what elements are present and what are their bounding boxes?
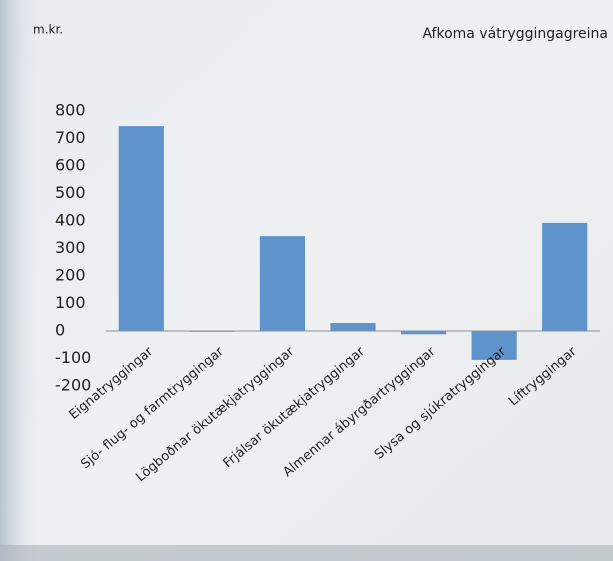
bar <box>400 331 447 335</box>
background-edge <box>0 0 40 561</box>
bar <box>471 331 517 360</box>
y-tick-label: 600 <box>55 156 86 175</box>
y-tick-label: -100 <box>55 348 91 367</box>
y-tick-label: 500 <box>55 183 86 202</box>
y-tick-label: 200 <box>55 266 86 285</box>
y-tick-label: 300 <box>55 238 86 257</box>
bar <box>542 222 588 331</box>
unit-label: m.kr. <box>33 23 63 37</box>
bar <box>259 236 306 331</box>
bar <box>118 126 164 331</box>
y-tick-label: 800 <box>55 101 86 120</box>
y-tick-label: -200 <box>55 376 91 395</box>
y-tick-label: 0 <box>55 321 65 340</box>
bar <box>330 323 376 331</box>
y-tick-label: 400 <box>55 211 86 230</box>
y-tick-label: 700 <box>55 128 86 147</box>
y-tick-label: 100 <box>55 293 86 312</box>
background-bottom <box>0 545 613 561</box>
chart-title: Afkoma vátryggingagreina <box>422 26 608 42</box>
